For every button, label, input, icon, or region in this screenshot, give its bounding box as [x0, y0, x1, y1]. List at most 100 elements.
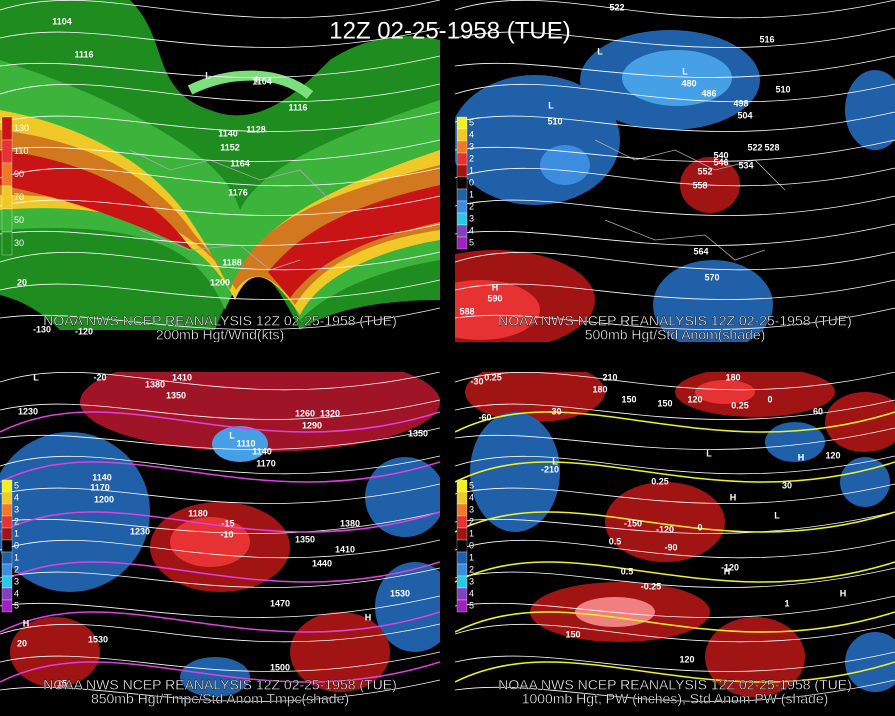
contour-label: 0.25 — [651, 476, 669, 486]
colorbar-label: 30 — [14, 238, 24, 248]
contour-line — [455, 511, 895, 534]
contour-label: 486 — [701, 88, 716, 98]
contour-label: -120 — [75, 326, 93, 336]
secondary-contour — [0, 661, 440, 683]
colorbar-label: 4 — [469, 129, 474, 139]
colorbar-swatch — [1, 185, 13, 210]
contour-label: -20 — [93, 372, 106, 382]
colorbar-label: 0 — [14, 540, 19, 550]
contour-label: 1410 — [335, 544, 355, 554]
contour-label: 1350 — [166, 390, 186, 400]
colorbar-label: 5 — [14, 480, 19, 490]
contour-line — [455, 139, 895, 162]
colorbar-swatch — [456, 140, 468, 154]
contour-label: 210 — [602, 372, 617, 382]
contour-label: 1140 — [252, 446, 272, 456]
contour-line — [455, 623, 895, 643]
colorbar-swatch — [456, 587, 468, 601]
contour-line — [455, 0, 895, 19]
contour-label: 15 — [57, 678, 67, 688]
contour-label: 30 — [782, 480, 792, 490]
contour-label: 1380 — [340, 518, 360, 528]
colorbar-swatch — [1, 208, 13, 233]
secondary-contour — [455, 611, 895, 633]
colorbar-swatch — [1, 587, 13, 601]
colorbar-swatch — [456, 575, 468, 589]
colorbar-swatch — [456, 224, 468, 238]
colorbar-swatch — [456, 599, 468, 613]
panel-500mb: 5432101234552251651048648049850452852253… — [455, 0, 895, 343]
contour-label: -90 — [664, 542, 677, 552]
contour-line — [0, 595, 440, 618]
contour-label: 150 — [657, 398, 672, 408]
contour-label: 1380 — [145, 379, 165, 389]
colorbar-swatch — [456, 188, 468, 202]
contour-label: -0.25 — [641, 581, 662, 591]
contour-label: 1410 — [172, 372, 192, 382]
contour-label: 1500 — [270, 662, 290, 672]
contour-label: 570 — [704, 272, 719, 282]
contour-label: 0.5 — [621, 566, 634, 576]
contour-label: H — [492, 282, 499, 292]
colorbar-label: 4 — [14, 492, 19, 502]
colorbar-label: 4 — [469, 588, 474, 598]
contour-label: 0.5 — [609, 536, 622, 546]
colorbar-swatch — [456, 236, 468, 250]
colorbar-label: 1 — [469, 552, 474, 562]
contour-line — [0, 55, 440, 78]
contour-label: 528 — [764, 142, 779, 152]
secondary-contour — [0, 511, 440, 533]
contour-label: 1140 — [92, 472, 112, 482]
contour-label: 120 — [687, 394, 702, 404]
contour-label: 540 — [713, 150, 728, 160]
contour-label: L — [548, 100, 554, 110]
contour-label: 564 — [693, 246, 708, 256]
colorbar-label: 3 — [469, 213, 474, 223]
contour-label: 1152 — [220, 142, 240, 152]
contour-label: -120 — [656, 524, 674, 534]
contour-label: 1176 — [228, 187, 248, 197]
colorbar-swatch — [1, 575, 13, 589]
contour-label: 504 — [737, 110, 752, 120]
map-title: 12Z 02-25-1958 (TUE) — [329, 17, 570, 44]
colorbar-label: 90 — [14, 169, 24, 179]
secondary-contour — [0, 561, 440, 583]
contour-label: H — [730, 492, 737, 502]
secondary-contour — [455, 461, 895, 483]
secondary-contour — [0, 461, 440, 483]
contour-label: 180 — [592, 384, 607, 394]
contour-line — [455, 679, 895, 702]
contour-label: 1 — [784, 598, 789, 608]
contour-label: H — [365, 612, 372, 622]
contour-label: 1188 — [222, 257, 242, 267]
contour-line — [455, 595, 895, 618]
contour-line — [455, 279, 895, 300]
contour-label: 1116 — [74, 49, 93, 59]
contour-label: 1530 — [88, 634, 108, 644]
contour-line — [455, 195, 895, 216]
colorbar-label: 110 — [14, 146, 28, 156]
contour-label: 588 — [459, 306, 474, 316]
colorbar-label: 3 — [469, 141, 474, 151]
panel-caption: 500mb Hgt/Std Anom(shade) — [585, 327, 766, 343]
colorbar-swatch — [1, 479, 13, 493]
contour-line — [455, 427, 895, 450]
colorbar-label: 2 — [14, 564, 19, 574]
contour-label: 1290 — [302, 420, 322, 430]
contour-label: 150 — [621, 394, 636, 404]
colorbar-swatch — [456, 200, 468, 214]
contour-label: 1200 — [210, 277, 230, 287]
secondary-contour — [0, 611, 440, 633]
contour-label: L — [682, 66, 688, 76]
colorbar-swatch — [456, 479, 468, 493]
contour-line — [0, 372, 440, 391]
contour-label: L — [205, 70, 211, 80]
panel-source: NOAA NWS NCEP REANALYSIS 12Z 02-25-1958 … — [43, 677, 397, 693]
contour-label: 1104 — [52, 16, 72, 26]
contour-label: 1260 — [295, 408, 315, 418]
contour-label: 1104 — [252, 76, 272, 86]
colorbar-swatch — [456, 515, 468, 529]
colorbar-label: 4 — [469, 492, 474, 502]
colorbar-swatch — [1, 539, 13, 553]
